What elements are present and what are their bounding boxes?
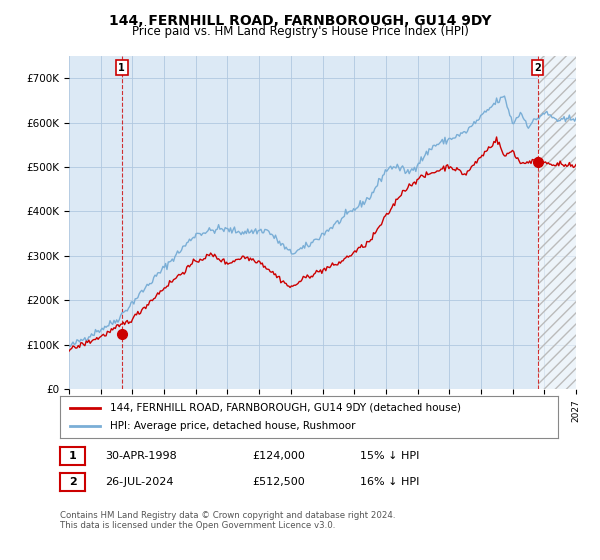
Text: £512,500: £512,500 <box>252 477 305 487</box>
Text: HPI: Average price, detached house, Rushmoor: HPI: Average price, detached house, Rush… <box>110 421 355 431</box>
Text: 2: 2 <box>534 63 541 73</box>
Text: 30-APR-1998: 30-APR-1998 <box>105 451 177 461</box>
Text: Price paid vs. HM Land Registry's House Price Index (HPI): Price paid vs. HM Land Registry's House … <box>131 25 469 39</box>
Text: £124,000: £124,000 <box>252 451 305 461</box>
Text: 2: 2 <box>69 477 76 487</box>
Text: 1: 1 <box>118 63 125 73</box>
Text: 144, FERNHILL ROAD, FARNBOROUGH, GU14 9DY: 144, FERNHILL ROAD, FARNBOROUGH, GU14 9D… <box>109 14 491 28</box>
Text: 16% ↓ HPI: 16% ↓ HPI <box>360 477 419 487</box>
Text: 15% ↓ HPI: 15% ↓ HPI <box>360 451 419 461</box>
Text: 144, FERNHILL ROAD, FARNBOROUGH, GU14 9DY (detached house): 144, FERNHILL ROAD, FARNBOROUGH, GU14 9D… <box>110 403 461 413</box>
Text: 1: 1 <box>69 451 76 461</box>
Text: Contains HM Land Registry data © Crown copyright and database right 2024.
This d: Contains HM Land Registry data © Crown c… <box>60 511 395 530</box>
Text: 26-JUL-2024: 26-JUL-2024 <box>105 477 173 487</box>
